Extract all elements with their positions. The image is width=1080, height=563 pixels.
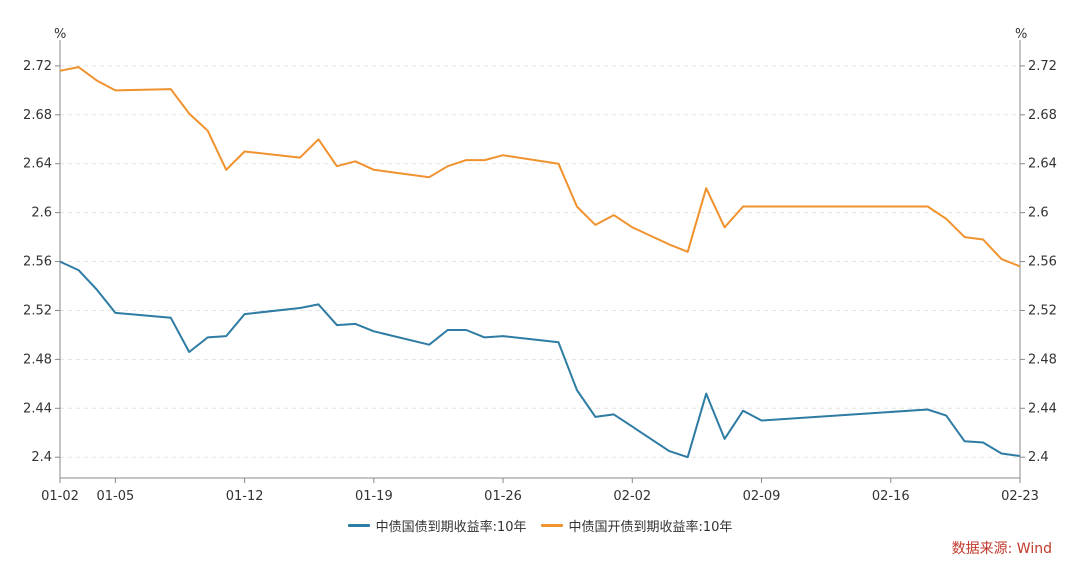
y-right-tick-label: 2.56	[1028, 255, 1057, 270]
x-tick-label: 01-02	[41, 489, 79, 504]
gridlines	[60, 65, 1020, 458]
y-left-tick-label: 2.6	[31, 206, 52, 221]
legend-swatch-series-1	[347, 524, 370, 527]
y-left-tick-label: 2.4	[31, 450, 52, 465]
legend-label-series-2: 中债国开债到期收益率:10年	[568, 520, 733, 535]
y-left-tick-label: 2.72	[23, 59, 52, 74]
x-tick-label: 02-02	[613, 489, 651, 504]
y-right-tick-label: 2.64	[1028, 157, 1057, 172]
y-left-tick-label: 2.56	[23, 255, 52, 270]
y-axis-right-ticks: 2.4 2.44 2.48 2.52 2.56 2.6 2.64 2.68 2.72	[1020, 59, 1057, 465]
x-tick-label: 02-23	[1001, 489, 1039, 504]
x-tick-label: 01-12	[226, 489, 264, 504]
y-right-tick-label: 2.48	[1028, 352, 1057, 367]
axes	[59, 40, 1021, 479]
x-tick-label: 01-05	[96, 489, 134, 504]
x-tick-label: 02-16	[872, 489, 910, 504]
y-axis-left-unit: %	[54, 27, 66, 42]
x-tick-label: 01-19	[355, 489, 393, 504]
y-right-tick-label: 2.52	[1028, 303, 1057, 318]
y-left-tick-label: 2.48	[23, 352, 52, 367]
x-axis-ticks: 01-02 01-05 01-12 01-19 01-26 02-02 02-09 02-16…	[41, 478, 1039, 504]
data-source-label: 数据来源: Wind	[951, 541, 1052, 557]
y-right-tick-label: 2.72	[1028, 59, 1057, 74]
y-axis-right-unit: %	[1015, 27, 1027, 42]
y-right-tick-label: 2.44	[1028, 401, 1057, 416]
y-axis-left-ticks: 2.4 2.44 2.48 2.52 2.56 2.6 2.64 2.68 2.72	[23, 59, 60, 465]
y-left-tick-label: 2.64	[23, 157, 52, 172]
legend-item-series-2: 中债国开债到期收益率:10年	[540, 516, 733, 535]
series-lines	[59, 66, 1021, 459]
x-tick-label: 01-26	[484, 489, 522, 504]
legend-label-series-1: 中债国债到期收益率:10年	[375, 520, 527, 535]
y-left-tick-label: 2.68	[23, 108, 52, 123]
series-line-1	[59, 260, 1021, 459]
x-tick-label: 02-09	[743, 489, 781, 504]
series-line-2	[59, 66, 1021, 268]
y-right-tick-label: 2.68	[1028, 108, 1057, 123]
y-left-tick-label: 2.44	[23, 401, 52, 416]
y-right-tick-label: 2.6	[1028, 206, 1049, 221]
line-chart: 2.42.442.482.522.562.62.642.682.72 2.42.…	[23, 27, 1057, 504]
y-left-tick-label: 2.52	[23, 303, 52, 318]
legend-swatch-series-2	[540, 524, 563, 527]
legend-item-series-1: 中债国债到期收益率:10年	[347, 516, 527, 535]
legend: 中债国债到期收益率:10年 中债国开债到期收益率:10年	[0, 516, 1080, 535]
y-right-tick-label: 2.4	[1028, 450, 1049, 465]
